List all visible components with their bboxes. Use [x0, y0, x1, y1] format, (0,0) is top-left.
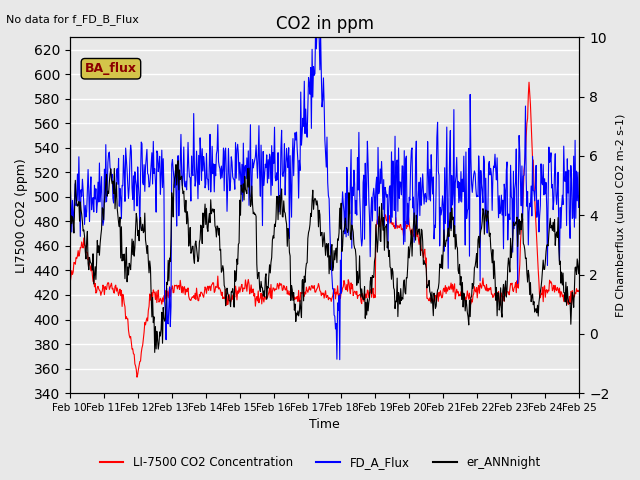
- Line: FD_A_Flux: FD_A_Flux: [70, 24, 579, 360]
- LI-7500 CO2 Concentration: [66, 278, 74, 284]
- LI-7500 CO2 Concentration: [575, 287, 583, 293]
- FD_A_Flux: [575, 193, 583, 199]
- Text: No data for f_FD_B_Flux: No data for f_FD_B_Flux: [6, 14, 140, 25]
- FD_A_Flux: [206, 132, 214, 137]
- LI-7500 CO2 Concentration: [133, 374, 141, 380]
- er_ANNnight: [575, 258, 583, 264]
- LI-7500 CO2 Concentration: [127, 339, 135, 345]
- er_ANNnight: [207, 211, 215, 216]
- er_ANNnight: [75, 199, 83, 204]
- Legend: LI-7500 CO2 Concentration, FD_A_Flux, er_ANNnight: LI-7500 CO2 Concentration, FD_A_Flux, er…: [95, 452, 545, 474]
- LI-7500 CO2 Concentration: [525, 79, 533, 85]
- FD_A_Flux: [403, 153, 410, 159]
- Title: CO2 in ppm: CO2 in ppm: [275, 15, 374, 33]
- LI-7500 CO2 Concentration: [207, 288, 214, 293]
- FD_A_Flux: [312, 21, 319, 26]
- X-axis label: Time: Time: [309, 419, 340, 432]
- Line: LI-7500 CO2 Concentration: LI-7500 CO2 Concentration: [70, 82, 579, 377]
- FD_A_Flux: [75, 154, 83, 160]
- er_ANNnight: [180, 204, 188, 210]
- er_ANNnight: [127, 252, 135, 258]
- er_ANNnight: [403, 275, 410, 280]
- er_ANNnight: [66, 230, 74, 236]
- Line: er_ANNnight: er_ANNnight: [70, 161, 579, 352]
- LI-7500 CO2 Concentration: [75, 253, 83, 259]
- FD_A_Flux: [66, 194, 74, 200]
- er_ANNnight: [388, 276, 396, 282]
- Y-axis label: LI7500 CO2 (ppm): LI7500 CO2 (ppm): [15, 158, 28, 273]
- er_ANNnight: [151, 349, 159, 355]
- Text: BA_flux: BA_flux: [85, 62, 137, 75]
- er_ANNnight: [174, 158, 182, 164]
- FD_A_Flux: [179, 173, 187, 179]
- LI-7500 CO2 Concentration: [387, 216, 395, 221]
- FD_A_Flux: [388, 149, 396, 155]
- Y-axis label: FD Chamberflux (umol CO2 m-2 s-1): FD Chamberflux (umol CO2 m-2 s-1): [615, 114, 625, 317]
- FD_A_Flux: [336, 357, 344, 362]
- LI-7500 CO2 Concentration: [402, 219, 410, 225]
- LI-7500 CO2 Concentration: [180, 285, 188, 290]
- FD_A_Flux: [127, 148, 135, 154]
